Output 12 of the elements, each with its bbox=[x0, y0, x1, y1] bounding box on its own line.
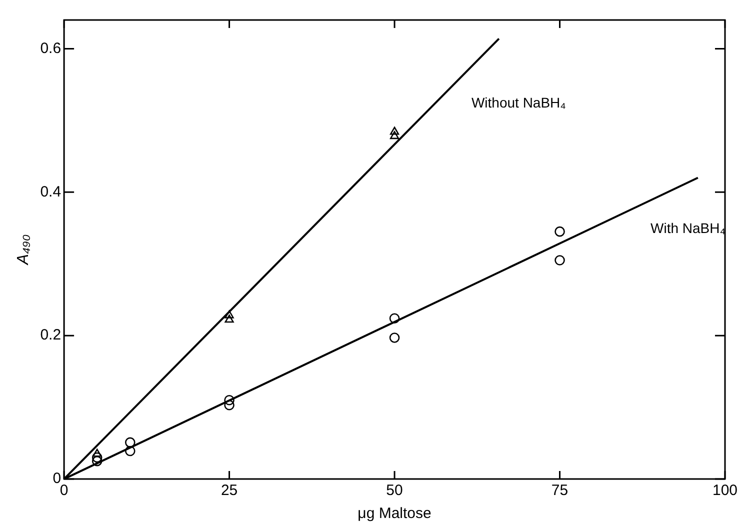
y-tick-label: 0.2 bbox=[40, 326, 62, 344]
series-label: With NaBH₄ bbox=[650, 220, 726, 236]
x-axis-title: μg Maltose bbox=[358, 505, 432, 522]
y-axis-title: A₄₉₀ bbox=[15, 234, 32, 266]
y-tick-label: 0 bbox=[52, 470, 62, 488]
x-tick-label: 75 bbox=[551, 482, 568, 500]
y-tick-label: 0.6 bbox=[40, 40, 62, 57]
y-tick-label: 0.4 bbox=[40, 183, 62, 200]
x-tick-label: 50 bbox=[386, 482, 403, 500]
x-tick-label: 25 bbox=[220, 482, 238, 500]
series-label: Without NaBH₄ bbox=[471, 94, 566, 111]
x-tick-label: 100 bbox=[712, 482, 738, 500]
